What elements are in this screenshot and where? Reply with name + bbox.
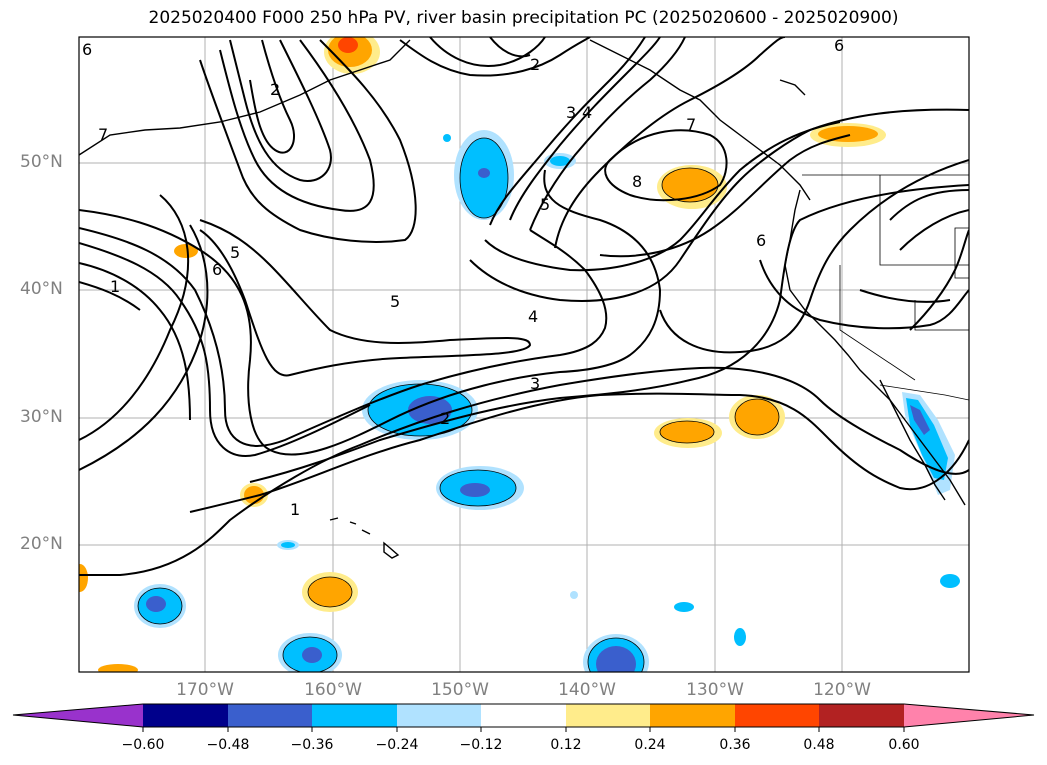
colorbar-tick-marks [142, 727, 905, 732]
contour-label: 6 [82, 40, 92, 59]
contour-label: 4 [528, 307, 538, 326]
contour-label: 2 [440, 409, 450, 428]
colorbar-bin [397, 704, 481, 727]
contour-label: 4 [582, 103, 592, 122]
contour-label: 6 [212, 260, 222, 279]
colorbar-bin [312, 704, 397, 727]
colorbar-tick-label: 0.60 [888, 737, 920, 753]
contour-label: 5 [390, 292, 400, 311]
contour-label: 1 [290, 500, 300, 519]
colorbar-bin [566, 704, 650, 727]
colorbar-tick-label: 0.36 [719, 737, 751, 753]
colorbar-bin [819, 704, 904, 727]
contour-label: 5 [230, 243, 240, 262]
colorbar-bin [650, 704, 735, 727]
colorbar-bin [228, 704, 312, 727]
grid-lines [79, 37, 969, 672]
lat-label-30n: 30°N [20, 407, 63, 427]
colorbar-bin [735, 704, 819, 727]
map-title: 2025020400 F000 250 hPa PV, river basin … [148, 8, 899, 28]
contour-label: 1 [110, 277, 120, 296]
contour-label: 5 [540, 195, 550, 214]
contour-label: 3 [530, 374, 540, 393]
colorbar-tick-label: −0.48 [206, 737, 250, 753]
lon-label-120w: 120°W [813, 680, 871, 700]
lon-label-160w: 160°W [304, 680, 362, 700]
colorbar-tick-label: 0.48 [803, 737, 835, 753]
colorbar-tick-label: 0.24 [634, 737, 666, 753]
contour-label: 7 [98, 125, 108, 144]
precip-shading [79, 37, 960, 672]
contour-label: 2 [270, 80, 280, 99]
colorbar-tick-label: −0.60 [121, 737, 165, 753]
contour-label: 2 [530, 55, 540, 74]
colorbar-tick-label: −0.24 [375, 737, 419, 753]
colorbar-bin [481, 704, 566, 727]
lat-label-20n: 20°N [20, 534, 63, 554]
contour-label: 8 [632, 172, 642, 191]
colorbar-tick-label: 0.12 [550, 737, 582, 753]
lat-label-50n: 50°N [20, 152, 63, 172]
lon-label-170w: 170°W [176, 680, 234, 700]
colorbar-extend-high [904, 704, 1034, 727]
colorbar-tick-label: −0.12 [459, 737, 503, 753]
contour-label: 6 [834, 36, 844, 55]
colorbar-bin [143, 704, 228, 727]
contour-labels: 6 7 2 5 2 3 4 6 8 5 6 7 6 1 5 4 3 2 1 [82, 36, 844, 519]
contour-label: 7 [686, 115, 696, 134]
contour-label: 6 [756, 231, 766, 250]
colorbar-extend-low [13, 704, 143, 727]
lon-label-130w: 130°W [686, 680, 744, 700]
pv-contours [79, 37, 969, 576]
colorbar-tick-label: −0.36 [290, 737, 334, 753]
contour-label: 3 [566, 103, 576, 122]
lat-label-40n: 40°N [20, 279, 63, 299]
lon-label-140w: 140°W [558, 680, 616, 700]
lon-label-150w: 150°W [431, 680, 489, 700]
plot-frame [78, 36, 970, 673]
